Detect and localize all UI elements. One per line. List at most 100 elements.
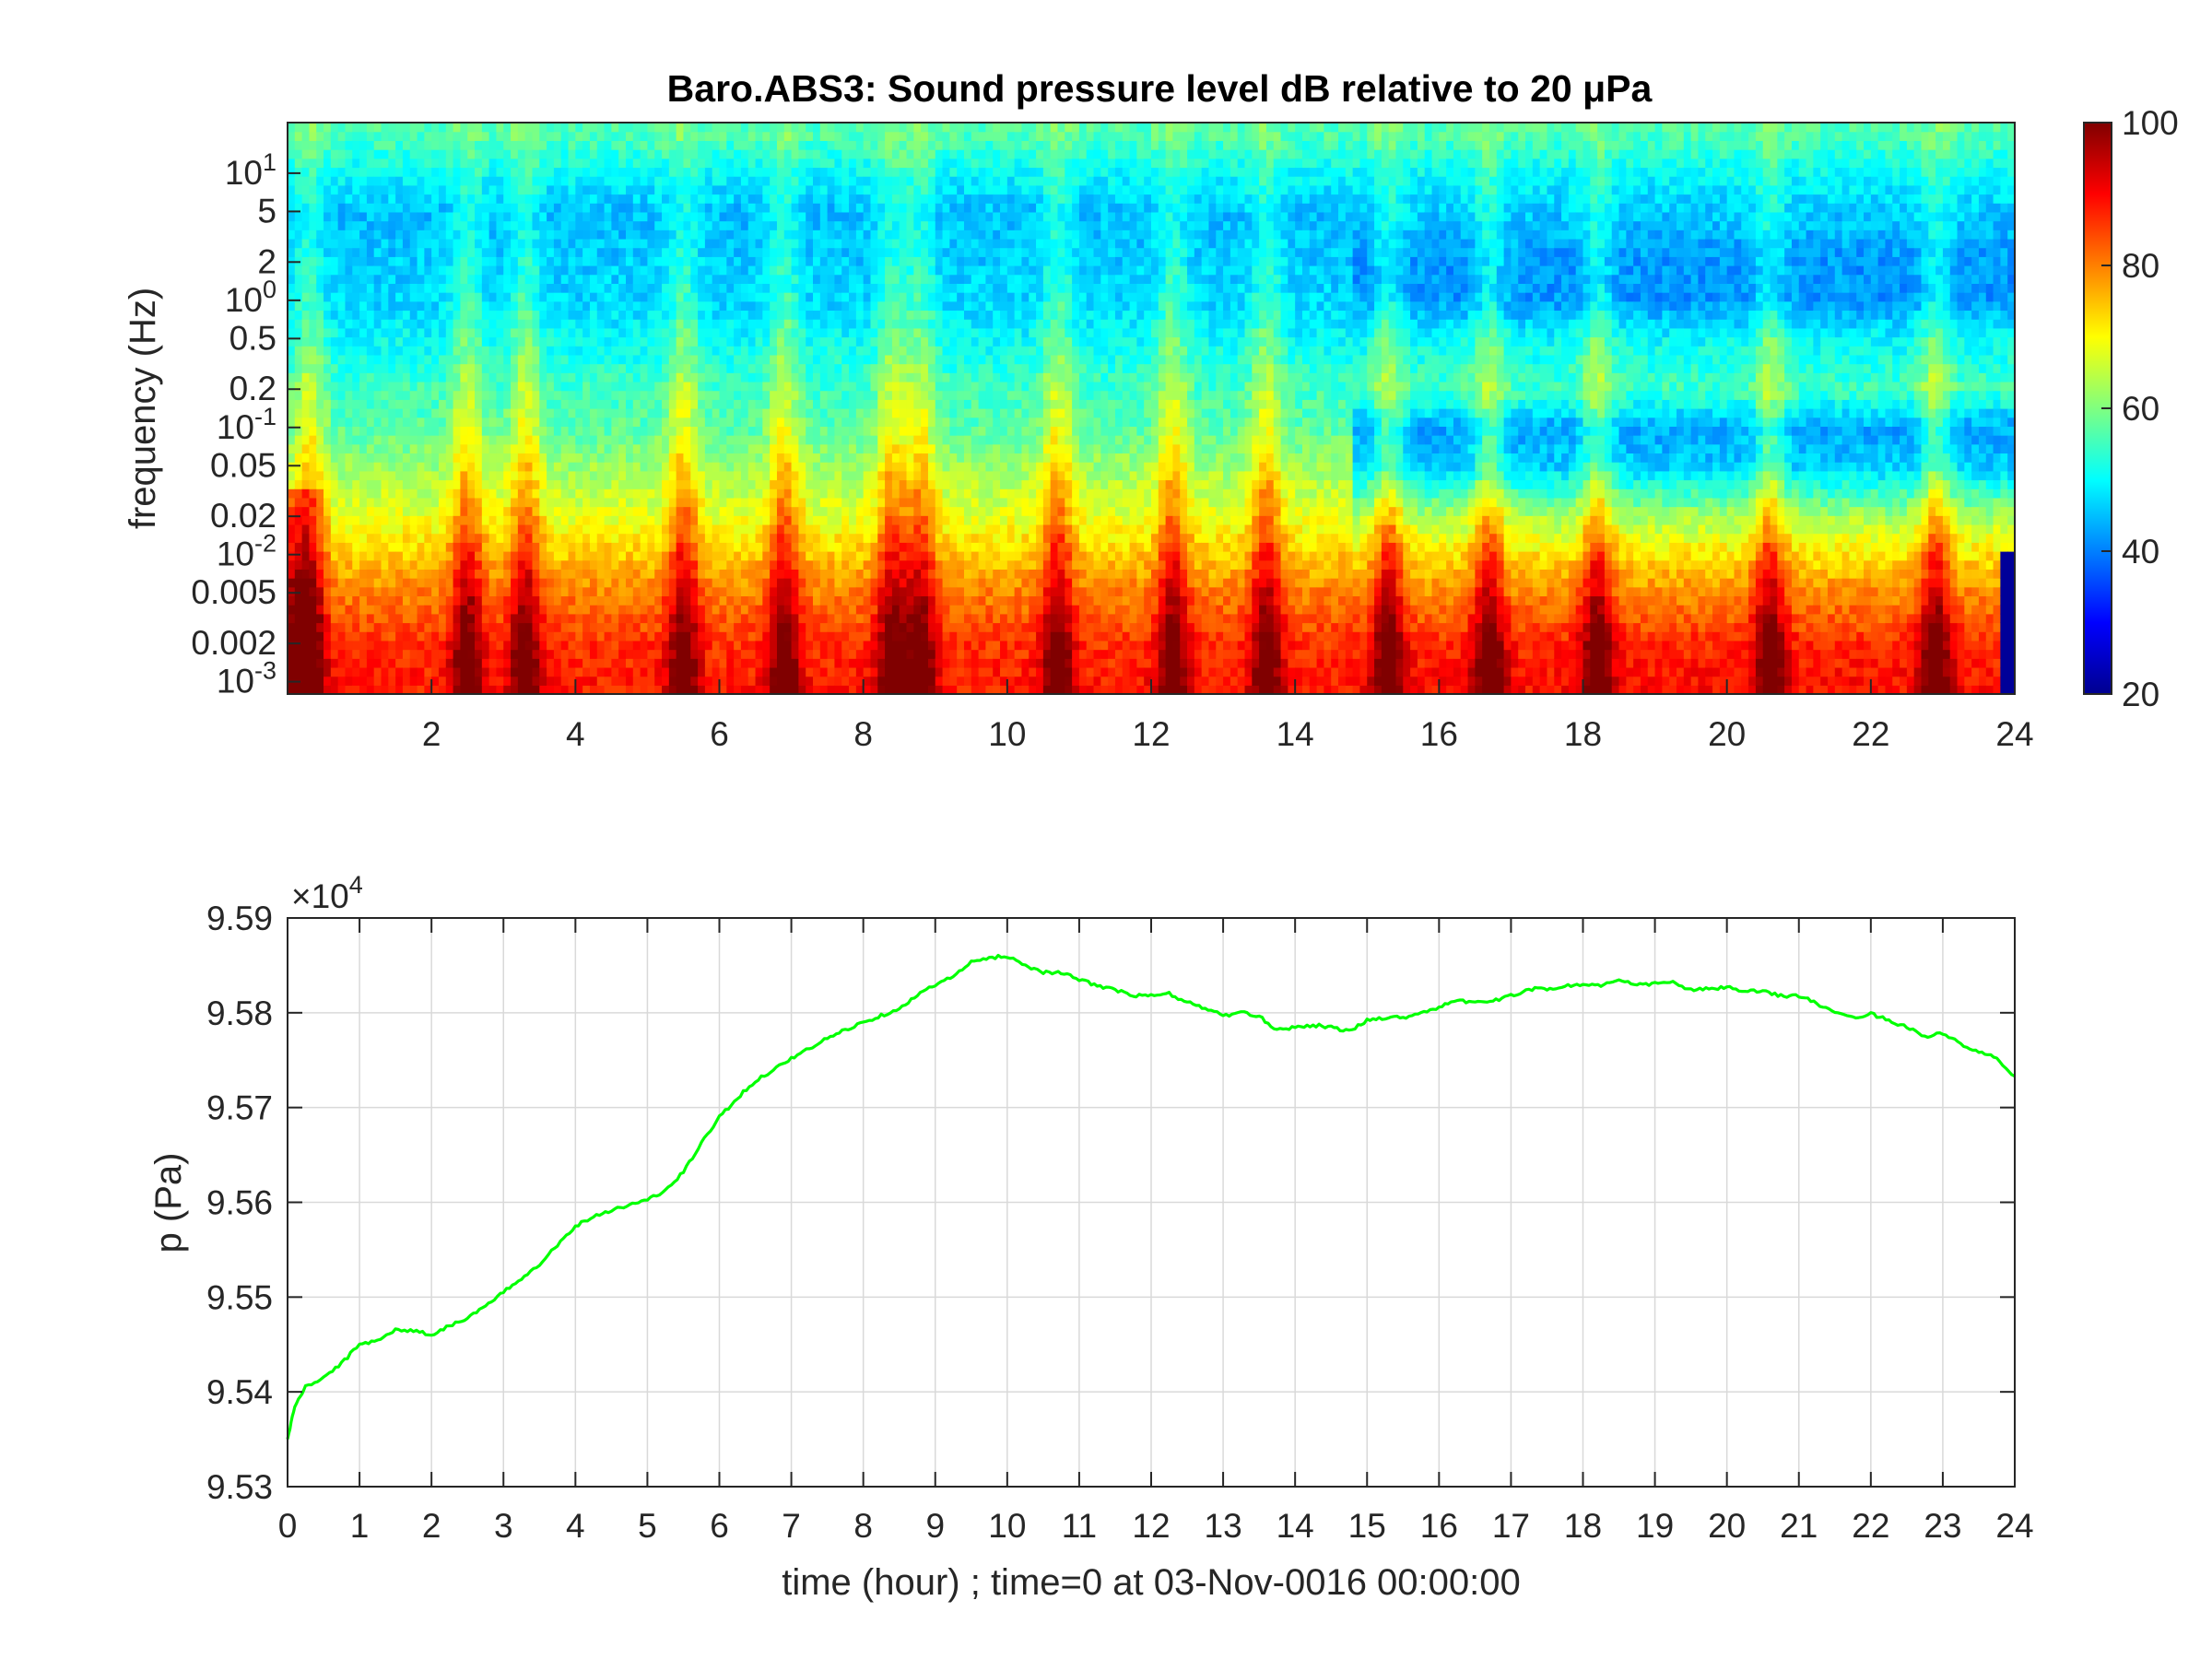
heatmap-cell <box>841 310 850 320</box>
heatmap-cell <box>783 453 793 463</box>
heatmap-cell <box>294 506 303 516</box>
heatmap-cell <box>352 363 360 373</box>
heatmap-cell <box>553 595 562 606</box>
heatmap-cell <box>524 300 534 312</box>
heatmap-cell <box>668 319 677 329</box>
heatmap-cell <box>496 211 504 222</box>
heatmap-cell <box>632 408 641 418</box>
heatmap-cell <box>806 631 814 641</box>
heatmap-cell <box>676 184 685 195</box>
heatmap-cell <box>366 327 375 338</box>
heatmap-cell <box>776 131 785 141</box>
heatmap-cell <box>539 506 547 516</box>
heatmap-cell <box>834 443 842 454</box>
heatmap-cell <box>568 167 576 177</box>
heatmap-cell <box>438 194 447 204</box>
heatmap-cell <box>475 586 483 597</box>
heatmap-cell <box>488 666 498 677</box>
heatmap-cell <box>819 203 829 213</box>
heatmap-cell <box>783 283 793 293</box>
heatmap-cell <box>366 506 375 516</box>
heatmap-cell <box>467 613 476 624</box>
heatmap-cell <box>690 462 699 472</box>
heatmap-cell <box>467 417 476 427</box>
heatmap-cell <box>511 336 519 347</box>
heatmap-cell <box>740 479 749 489</box>
heatmap-cell <box>488 300 498 312</box>
heatmap-cell <box>524 658 534 668</box>
heatmap-cell <box>445 158 454 169</box>
heatmap-cell <box>438 300 447 312</box>
heatmap-cell <box>712 203 721 213</box>
heatmap-cell <box>560 443 570 454</box>
heatmap-cell <box>755 685 763 695</box>
heatmap-cell <box>553 506 562 516</box>
heatmap-cell <box>337 292 347 302</box>
heatmap-cell <box>726 176 735 186</box>
heatmap-cell <box>726 149 735 159</box>
heatmap-cell <box>668 310 677 320</box>
heatmap-cell <box>288 640 296 651</box>
heatmap-cell <box>503 372 512 382</box>
heatmap-cell <box>726 265 735 276</box>
heatmap-cell <box>517 184 526 195</box>
heatmap-cell <box>547 211 555 222</box>
heatmap-cell <box>791 220 799 230</box>
heatmap-cell <box>734 470 742 481</box>
heatmap-cell <box>424 399 432 409</box>
heatmap-cell <box>819 310 829 320</box>
heatmap-cell <box>755 470 763 481</box>
heatmap-cell <box>553 310 562 320</box>
heatmap-cell <box>632 631 641 641</box>
heatmap-cell <box>352 319 360 329</box>
heatmap-cell <box>698 542 706 552</box>
heatmap-cell <box>813 167 821 177</box>
heatmap-cell <box>819 578 829 588</box>
heatmap-cell <box>445 327 454 338</box>
heatmap-cell <box>755 123 763 133</box>
heatmap-cell <box>604 336 612 347</box>
heatmap-cell <box>704 462 713 472</box>
heatmap-cell <box>395 176 404 186</box>
heatmap-cell <box>604 470 612 481</box>
heatmap-cell <box>762 381 771 392</box>
heatmap-cell <box>517 167 526 177</box>
heatmap-cell <box>316 640 324 651</box>
heatmap-cell <box>402 247 411 257</box>
heatmap-cell <box>553 408 562 418</box>
heatmap-cell <box>467 605 476 615</box>
heatmap-cell <box>690 346 699 356</box>
heatmap-cell <box>827 283 836 293</box>
heatmap-cell <box>819 551 829 561</box>
heatmap-cell <box>539 443 547 454</box>
heatmap-cell <box>596 149 606 159</box>
heatmap-cell <box>762 408 771 418</box>
heatmap-cell <box>359 390 368 400</box>
heatmap-cell <box>395 336 404 347</box>
heatmap-cell <box>324 346 332 356</box>
heatmap-cell <box>747 256 757 266</box>
heatmap-cell <box>596 300 606 312</box>
heatmap-cell <box>798 506 806 516</box>
heatmap-cell <box>438 363 447 373</box>
heatmap-cell <box>654 417 663 427</box>
heatmap-cell <box>366 167 375 177</box>
heatmap-cell <box>668 363 677 373</box>
heatmap-cell <box>517 586 526 597</box>
heatmap-cell <box>776 372 785 382</box>
heatmap-cell <box>776 176 785 186</box>
heatmap-cell <box>366 586 375 597</box>
heatmap-cell <box>582 586 591 597</box>
heatmap-cell <box>539 256 547 266</box>
heatmap-cell <box>511 274 519 284</box>
heatmap-cell <box>568 283 576 293</box>
heatmap-cell <box>301 274 311 284</box>
heatmap-cell <box>438 640 447 651</box>
heatmap-cell <box>359 453 368 463</box>
heatmap-cell <box>806 372 814 382</box>
heatmap-cell <box>345 247 353 257</box>
heatmap-cell <box>359 470 368 481</box>
heatmap-cell <box>330 283 339 293</box>
heatmap-cell <box>417 479 425 489</box>
heatmap-cell <box>734 336 742 347</box>
